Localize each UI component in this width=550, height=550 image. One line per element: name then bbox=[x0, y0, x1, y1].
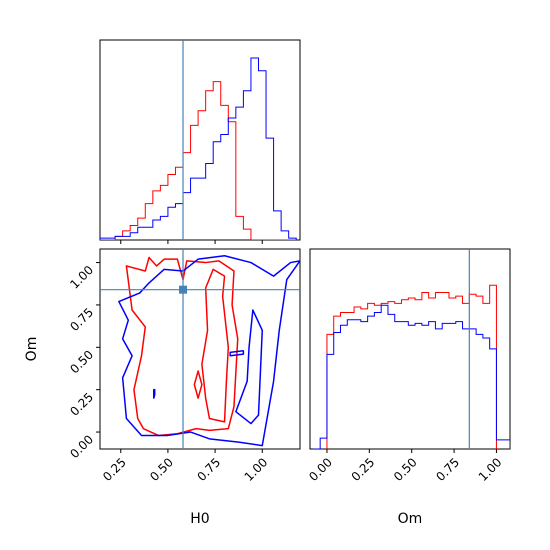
tick-label-om-x: 0.75 bbox=[433, 455, 462, 484]
h0-histogram bbox=[100, 40, 297, 240]
x-axis-label-om: Om bbox=[398, 511, 423, 527]
om-histogram bbox=[313, 249, 510, 449]
tick-label-h0: 0.75 bbox=[194, 455, 223, 484]
om-histogram-blue bbox=[313, 304, 510, 449]
x-axis-label-h0: H0 bbox=[190, 511, 209, 527]
h0-histogram-blue bbox=[100, 57, 297, 240]
truth-point bbox=[179, 285, 188, 294]
tick-label-om-x: 0.25 bbox=[349, 455, 378, 484]
panel-om-histogram-frame bbox=[309, 248, 511, 450]
tick-label-om-x: 1.00 bbox=[476, 455, 505, 484]
y-axis-label-om: Om bbox=[24, 337, 40, 362]
tick-label-om-x: 0.50 bbox=[391, 455, 420, 484]
contour-blue-3 bbox=[153, 388, 156, 399]
contour-blue-1 bbox=[235, 309, 264, 425]
om-histogram-red bbox=[326, 284, 497, 449]
panel-joint-frame bbox=[99, 248, 301, 450]
contour-blue-0 bbox=[118, 255, 300, 447]
axis-ticks: 0.25 0.50 0.75 1.000.000.250.500.751.000.00… bbox=[67, 240, 505, 484]
h0-histogram-red bbox=[100, 81, 297, 240]
panel-h0-histogram-frame bbox=[99, 39, 301, 241]
tick-label-om-y: 0.25 bbox=[67, 390, 96, 419]
tick-label-om-y: 0.75 bbox=[67, 305, 96, 334]
contour-red-0 bbox=[125, 256, 239, 437]
tick-label-om-x: 0.00 bbox=[306, 455, 335, 484]
tick-label-om-y: 0.00 bbox=[67, 432, 96, 461]
tick-label-om-y: 1.00 bbox=[67, 263, 96, 292]
tick-label-om-y: 0.50 bbox=[67, 348, 96, 377]
tick-label-h0: 0.50 bbox=[147, 455, 176, 484]
contour-red-2 bbox=[193, 370, 203, 399]
tick-label-h0: 1.00 bbox=[242, 455, 271, 484]
contour-red-1 bbox=[201, 268, 230, 423]
contour-blue-2 bbox=[229, 349, 245, 357]
tick-label-h0: 0.25 bbox=[100, 455, 129, 484]
joint-contours bbox=[100, 249, 300, 449]
